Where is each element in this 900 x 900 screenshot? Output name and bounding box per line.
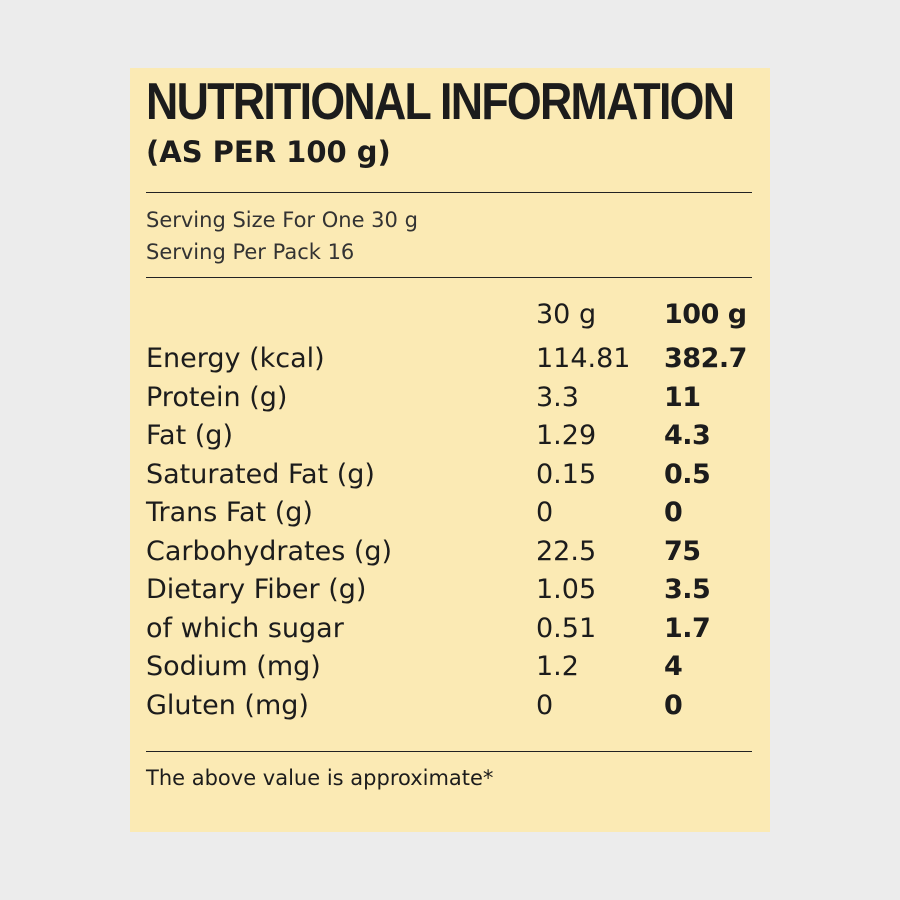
value-per-100g: 3.5 (664, 574, 711, 605)
table-row: Saturated Fat (g) 0.15 0.5 (146, 456, 766, 494)
panel-title: NUTRITIONAL INFORMATION (146, 73, 735, 131)
value-per-30g: 114.81 (536, 343, 631, 374)
table-row: Fat (g) 1.29 4.3 (146, 417, 766, 455)
value-per-100g: 0 (664, 690, 683, 721)
value-per-30g: 3.3 (536, 382, 579, 413)
value-per-100g: 0.5 (664, 459, 711, 490)
value-per-30g: 0 (536, 497, 554, 528)
value-per-30g: 22.5 (536, 536, 597, 567)
table-header-row: 30 g 100 g (146, 296, 766, 334)
table-row: Sodium (mg) 1.2 4 (146, 648, 766, 686)
nutrient-name: Protein (g) (146, 382, 288, 413)
table-row: of which sugar 0.51 1.7 (146, 610, 766, 648)
nutrition-panel: NUTRITIONAL INFORMATION (AS PER 100 g) S… (130, 68, 770, 832)
table-row: Carbohydrates (g) 22.5 75 (146, 533, 766, 571)
value-per-30g: 1.2 (536, 651, 579, 682)
value-per-30g: 1.05 (536, 574, 597, 605)
table-row: Gluten (mg) 0 0 (146, 687, 766, 725)
column-header-30g: 30 g (536, 299, 597, 330)
nutrient-name: Saturated Fat (g) (146, 459, 375, 490)
value-per-100g: 75 (664, 536, 701, 567)
value-per-100g: 1.7 (664, 613, 711, 644)
table-row: Trans Fat (g) 0 0 (146, 494, 766, 532)
nutrient-name: Fat (g) (146, 420, 233, 451)
nutrient-name: Sodium (mg) (146, 651, 321, 682)
nutrient-name: of which sugar (146, 613, 344, 644)
table-row: Protein (g) 3.3 11 (146, 379, 766, 417)
value-per-100g: 4 (664, 651, 683, 682)
column-header-100g: 100 g (664, 299, 747, 330)
panel-subtitle: (AS PER 100 g) (146, 135, 391, 169)
divider-top (146, 192, 752, 193)
value-per-100g: 382.7 (664, 343, 747, 374)
table-row: Dietary Fiber (g) 1.05 3.5 (146, 571, 766, 609)
table-row: Energy (kcal) 114.81 382.7 (146, 340, 766, 378)
serving-per-pack: Serving Per Pack 16 (146, 240, 355, 264)
value-per-30g: 0.15 (536, 459, 597, 490)
value-per-100g: 4.3 (664, 420, 711, 451)
nutrient-name: Gluten (mg) (146, 690, 309, 721)
value-per-30g: 1.29 (536, 420, 597, 451)
value-per-100g: 0 (664, 497, 683, 528)
footnote: The above value is approximate* (146, 766, 494, 790)
nutrient-name: Carbohydrates (g) (146, 536, 393, 567)
nutrient-name: Energy (kcal) (146, 343, 325, 374)
value-per-30g: 0.51 (536, 613, 597, 644)
value-per-100g: 11 (664, 382, 701, 413)
divider-bottom (146, 751, 752, 752)
divider-middle (146, 277, 752, 278)
value-per-30g: 0 (536, 690, 554, 721)
serving-size: Serving Size For One 30 g (146, 208, 418, 232)
nutrient-name: Dietary Fiber (g) (146, 574, 367, 605)
nutrient-name: Trans Fat (g) (146, 497, 313, 528)
